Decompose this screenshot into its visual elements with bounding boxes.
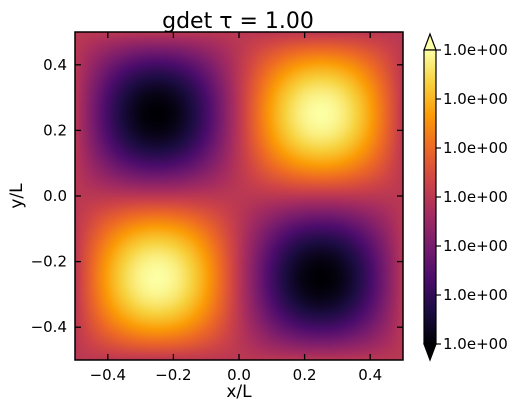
colorbar-gradient — [423, 49, 437, 345]
colorbar-extend-min — [423, 343, 437, 362]
colorbar: 1.0e+00 1.0e+00 1.0e+00 1.0e+00 1.0e+00 1.0e+… — [423, 32, 508, 362]
colorbar-tick-label: 1.0e+00 — [443, 188, 508, 206]
colorbar-tick-label: 1.0e+00 — [443, 41, 508, 59]
y-axis-label: y/L — [7, 183, 27, 209]
y-tick-label: −0.2 — [31, 253, 67, 271]
x-tick-label: −0.4 — [90, 366, 126, 384]
colorbar-tick-label: 1.0e+00 — [443, 90, 508, 108]
colorbar-tick-label: 1.0e+00 — [443, 139, 508, 157]
x-axis-label: x/L — [226, 382, 252, 402]
colorbar-extend-max — [423, 32, 437, 51]
colorbar-tick-label: 1.0e+00 — [443, 335, 508, 353]
y-tick-label: 0.0 — [43, 187, 67, 205]
x-tick-label: 0.4 — [358, 366, 382, 384]
y-tick-label: −0.4 — [31, 318, 67, 336]
x-axis: −0.4 −0.2 0.0 0.2 0.4 — [90, 32, 382, 384]
heatmap-plot — [74, 31, 404, 361]
x-tick-label: −0.2 — [155, 366, 191, 384]
y-tick-label: 0.4 — [43, 56, 67, 74]
colorbar-tick-label: 1.0e+00 — [443, 237, 508, 255]
colorbar-tick-label: 1.0e+00 — [443, 286, 508, 304]
y-axis: −0.4 −0.2 0.0 0.2 0.4 — [31, 56, 403, 336]
y-tick-label: 0.2 — [43, 121, 67, 139]
heatmap-image — [75, 32, 403, 360]
x-tick-label: 0.0 — [227, 366, 251, 384]
x-tick-label: 0.2 — [293, 366, 317, 384]
chart-title: gdet τ = 1.00 — [162, 9, 314, 34]
